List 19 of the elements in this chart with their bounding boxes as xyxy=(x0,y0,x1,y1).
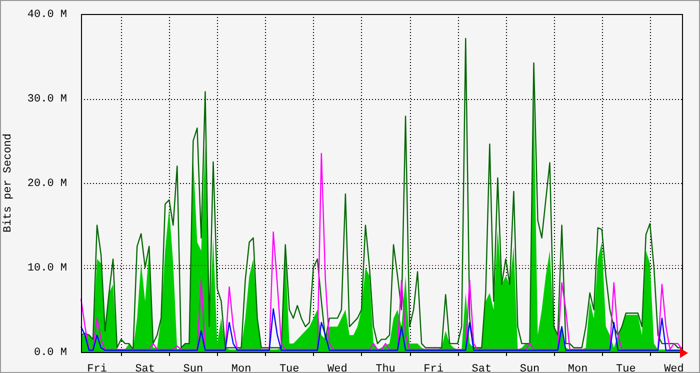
x-tick-label: Fri xyxy=(87,364,108,373)
x-tick-label: Sat xyxy=(472,364,492,373)
x-tick-label: Sun xyxy=(183,364,204,373)
x-tick-label: Wed xyxy=(664,364,684,373)
y-tick-label: 40.0 M xyxy=(27,8,67,21)
x-tick-label: Tue xyxy=(279,364,300,373)
y-tick-label: 10.0 M xyxy=(27,262,67,274)
x-tick-label: Fri xyxy=(424,364,444,373)
x-tick-label: Thu xyxy=(376,364,396,373)
x-tick-label: Sat xyxy=(135,364,156,373)
x-tick-label: Sun xyxy=(520,364,540,373)
x-tick-label: Wed xyxy=(328,364,348,373)
y-tick-label: 30.0 M xyxy=(27,93,67,106)
x-tick-label: Mon xyxy=(568,364,588,373)
x-tick-label: Mon xyxy=(231,364,252,373)
y-tick-label: 0.0 M xyxy=(34,346,67,359)
y-axis-title: Bits per Second xyxy=(2,133,15,233)
y-tick-label: 20.0 M xyxy=(27,178,67,190)
x-tick-label: Tue xyxy=(616,364,636,373)
